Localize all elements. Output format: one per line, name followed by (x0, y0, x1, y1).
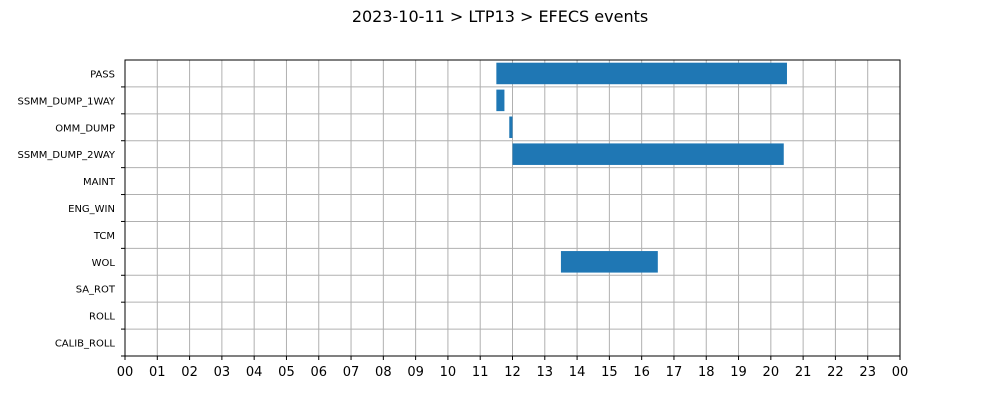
x-tick-label: 03 (214, 365, 231, 380)
x-tick-label: 02 (181, 365, 198, 380)
x-tick-label: 14 (569, 365, 586, 380)
x-tick-label: 21 (795, 365, 812, 380)
x-tick-label: 09 (407, 365, 424, 380)
y-tick-label: TCM (93, 231, 115, 242)
y-tick-label: ROLL (89, 312, 115, 323)
y-tick-label: MAINT (83, 177, 116, 188)
bar-pass (496, 62, 787, 85)
bar-wol (560, 251, 658, 273)
y-tick-label: SSMM_DUMP_1WAY (17, 96, 115, 107)
x-tick-label: 08 (375, 365, 392, 380)
x-tick-label: 18 (698, 365, 715, 380)
y-tick-label: ENG_WIN (68, 204, 115, 215)
x-tick-label: 19 (730, 365, 747, 380)
x-tick-label: 16 (633, 365, 650, 380)
x-tick-label: 07 (343, 365, 360, 380)
x-tick-label: 06 (310, 365, 327, 380)
x-tick-label: 12 (504, 365, 521, 380)
x-tick-label: 23 (859, 365, 876, 380)
x-tick-label: 13 (537, 365, 554, 380)
x-tick-label: 10 (440, 365, 457, 380)
x-tick-label: 15 (601, 365, 618, 380)
bar-ssmm-dump-1way (496, 89, 505, 112)
x-tick-label: 04 (246, 365, 263, 380)
x-tick-label: 00 (117, 365, 134, 380)
bar-omm-dump (509, 116, 513, 139)
y-tick-label: WOL (92, 258, 116, 269)
bars (496, 62, 787, 273)
x-tick-label: 11 (472, 365, 489, 380)
chart-title: 2023-10-11 > LTP13 > EFECS events (352, 7, 648, 26)
y-tick-label: PASS (90, 69, 115, 80)
y-axis: PASS SSMM_DUMP_1WAY OMM_DUMP SSMM_DUMP_2WAY… (17, 69, 125, 357)
y-tick-label: CALIB_ROLL (55, 339, 116, 350)
grid (124, 60, 901, 357)
x-tick-label: 17 (666, 365, 683, 380)
x-tick-label: 01 (149, 365, 166, 380)
x-tick-label: 05 (278, 365, 295, 380)
x-axis: 00 01 02 03 04 05 06 07 08 09 10 11 12 13 14 15 16 17 18 19… (117, 356, 909, 380)
y-tick-label: SA_ROT (76, 285, 116, 296)
x-tick-label: 20 (763, 365, 780, 380)
y-tick-label: SSMM_DUMP_2WAY (17, 150, 115, 161)
y-tick-label: OMM_DUMP (55, 123, 115, 134)
x-tick-label: 00 (892, 365, 909, 380)
x-tick-label: 22 (827, 365, 844, 380)
bar-ssmm-dump-2way (512, 143, 784, 165)
